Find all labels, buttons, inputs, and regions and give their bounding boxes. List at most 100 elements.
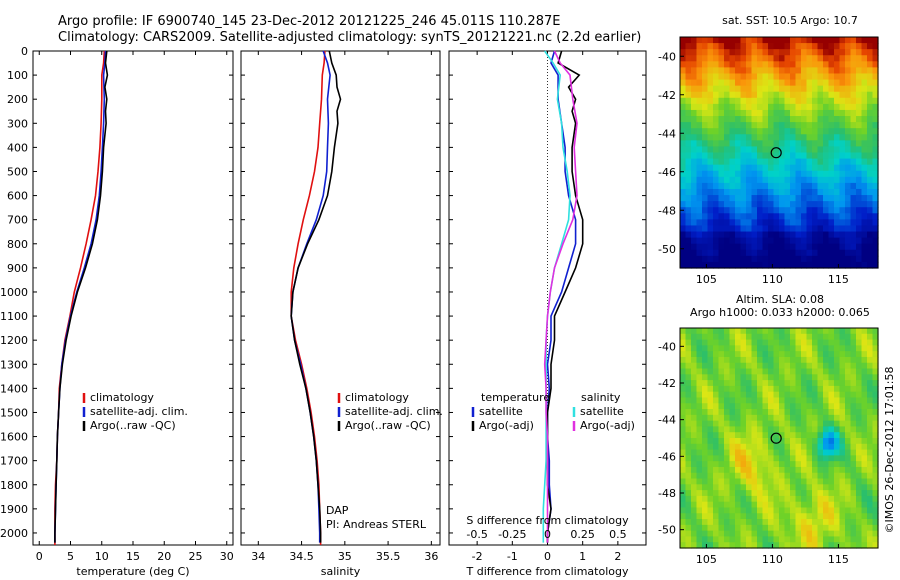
map-cell [751,195,758,202]
map-cell [696,43,703,50]
map-cell [685,391,692,399]
map-cell [718,339,725,346]
map-cell [685,478,692,485]
map-cell [867,466,874,474]
y-tick-label: 500 [7,165,28,178]
map-cell [718,449,725,456]
map-cell [828,255,835,263]
map-cell [707,140,714,148]
map-cell [707,122,714,129]
map-cell [828,513,835,520]
map-cell [817,432,824,439]
map-cell [691,55,698,62]
map-cell [823,351,830,358]
map-cell [872,333,879,341]
map-cell [740,249,747,257]
map-cell [828,524,835,532]
map-cell [702,170,709,178]
map-cell [779,472,786,480]
map-cell [784,91,791,99]
map-cell [795,513,802,520]
map-cell [696,79,703,87]
map-cell [740,201,747,208]
map-cell [729,91,736,99]
map-cell [707,201,714,208]
map-cell [845,455,852,462]
map-cell [834,43,841,50]
map-cell [724,426,731,433]
map-cell [850,188,857,196]
map-cell [685,420,692,428]
map-title: sat. SST: 10.5 Argo: 10.7 [722,14,858,27]
map-cell [834,484,841,491]
map-cell [724,461,731,468]
map-cell [707,524,714,532]
map-cell [735,122,742,129]
map-cell [806,103,813,111]
map-cell [801,466,808,474]
map-cell [812,449,819,456]
map-cell [806,403,813,410]
map-cell [779,243,786,251]
map-cell [768,443,775,451]
map-cell [801,188,808,196]
map-cell [746,195,753,202]
map-cell [746,219,753,227]
map-cell [735,152,742,160]
map-cell [806,128,813,135]
map-cell [795,432,802,439]
map-cell [691,79,698,87]
map-cell [680,385,687,393]
map-cell [861,55,868,62]
map-cell [812,146,819,154]
map-cell [773,109,780,117]
map-cell [696,495,703,503]
map-cell [740,140,747,148]
map-cell [845,484,852,491]
map-cell [834,333,841,341]
map-cell [795,478,802,485]
map-cell [834,524,841,532]
map-cell [729,397,736,404]
map-cell [680,79,687,87]
map-cell [828,501,835,509]
y-tick-label: 1900 [0,503,28,516]
map-cell [762,122,769,129]
map-cell [823,374,830,381]
map-cell [729,362,736,370]
map-cell [757,43,764,50]
map-cell [795,368,802,375]
map-cell [795,362,802,370]
map-cell [856,128,863,135]
map-cell [768,339,775,346]
map-cell [773,333,780,341]
map-cell [867,484,874,491]
map-cell [828,182,835,190]
map-cell [790,195,797,202]
map-cell [784,414,791,422]
map-cell [696,176,703,184]
map-cell [685,345,692,352]
map-cell [696,152,703,160]
map-cell [834,67,841,75]
map-cell [817,484,824,491]
map-cell [702,158,709,166]
map-cell [806,243,813,251]
map-cell [801,146,808,154]
map-cell [795,85,802,93]
map-cell [757,85,764,93]
map-cell [729,55,736,62]
map-cell [784,158,791,166]
map-cell [729,374,736,381]
map-cell [768,207,775,214]
map-cell [746,97,753,105]
map-cell [828,328,835,335]
map-cell [740,438,747,445]
map-cell [724,345,731,352]
map-cell [746,438,753,445]
map-cell [707,243,714,251]
map-cell [762,188,769,196]
map-cell [823,201,830,208]
map-cell [790,79,797,87]
map-cell [757,152,764,160]
